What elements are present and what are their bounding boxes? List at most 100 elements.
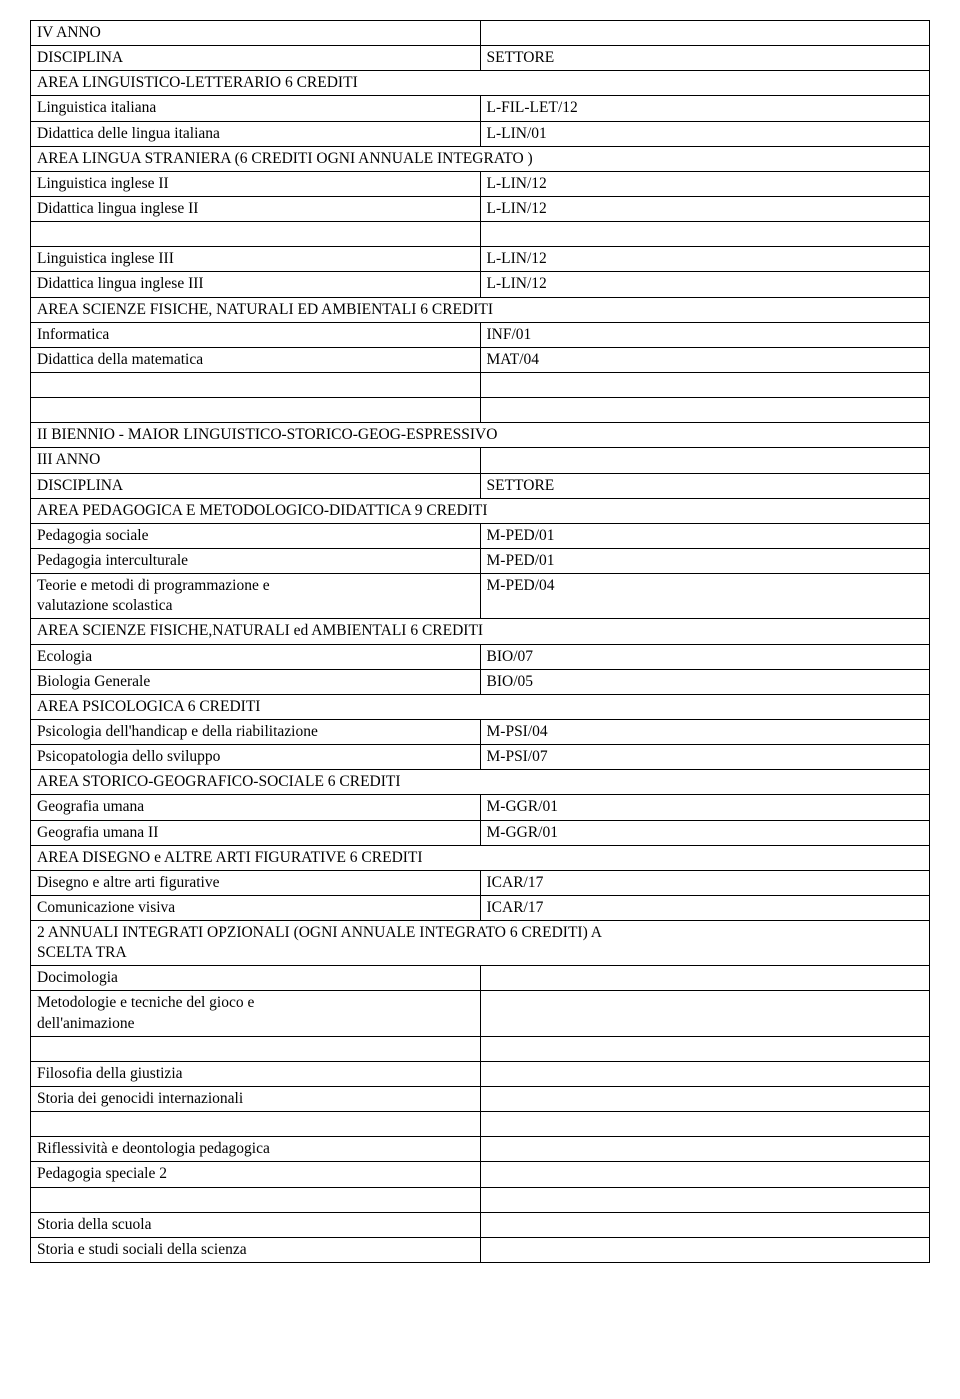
cell-disciplina: Pedagogia interculturale — [31, 548, 481, 573]
cell-settore: M-PSI/07 — [480, 745, 930, 770]
cell-disciplina — [31, 1036, 481, 1061]
cell-settore: SETTORE — [480, 473, 930, 498]
cell-disciplina: Filosofia della giustizia — [31, 1061, 481, 1086]
table-row: Storia della scuola — [31, 1212, 930, 1237]
table-row: Didattica lingua inglese IIL-LIN/12 — [31, 196, 930, 221]
cell-settore: L-LIN/12 — [480, 272, 930, 297]
table-row: AREA LINGUA STRANIERA (6 CREDITI OGNI AN… — [31, 146, 930, 171]
table-row: Linguistica inglese IIL-LIN/12 — [31, 171, 930, 196]
cell-settore — [480, 1087, 930, 1112]
cell-settore — [480, 1112, 930, 1137]
table-row: Geografia umanaM-GGR/01 — [31, 795, 930, 820]
cell-settore — [480, 1212, 930, 1237]
cell-settore: M-GGR/01 — [480, 820, 930, 845]
cell-spanned: AREA LINGUA STRANIERA (6 CREDITI OGNI AN… — [31, 146, 930, 171]
cell-settore — [480, 991, 930, 1036]
cell-spanned: AREA DISEGNO e ALTRE ARTI FIGURATIVE 6 C… — [31, 845, 930, 870]
cell-spanned: AREA STORICO-GEOGRAFICO-SOCIALE 6 CREDIT… — [31, 770, 930, 795]
cell-settore: BIO/05 — [480, 669, 930, 694]
table-body: IV ANNO DISCIPLINASETTOREAREA LINGUISTIC… — [31, 21, 930, 1263]
cell-settore — [480, 222, 930, 247]
cell-disciplina: Didattica delle lingua italiana — [31, 121, 481, 146]
table-row — [31, 1187, 930, 1212]
cell-settore — [480, 1162, 930, 1187]
table-row: AREA PSICOLOGICA 6 CREDITI — [31, 694, 930, 719]
table-row: Storia dei genocidi internazionali — [31, 1087, 930, 1112]
table-row: Pedagogia socialeM-PED/01 — [31, 523, 930, 548]
cell-settore — [480, 966, 930, 991]
table-row: Disegno e altre arti figurativeICAR/17 — [31, 870, 930, 895]
cell-disciplina: Psicologia dell'handicap e della riabili… — [31, 719, 481, 744]
table-row — [31, 372, 930, 397]
table-row — [31, 1112, 930, 1137]
cell-disciplina: Didattica lingua inglese III — [31, 272, 481, 297]
cell-settore: M-PED/01 — [480, 548, 930, 573]
cell-settore: L-FIL-LET/12 — [480, 96, 930, 121]
cell-disciplina: Storia dei genocidi internazionali — [31, 1087, 481, 1112]
cell-settore: MAT/04 — [480, 347, 930, 372]
cell-spanned: AREA LINGUISTICO-LETTERARIO 6 CREDITI — [31, 71, 930, 96]
cell-settore: ICAR/17 — [480, 870, 930, 895]
table-row: Pedagogia speciale 2 — [31, 1162, 930, 1187]
cell-spanned: AREA SCIENZE FISICHE, NATURALI ED AMBIEN… — [31, 297, 930, 322]
cell-settore — [480, 1061, 930, 1086]
cell-disciplina: DISCIPLINA — [31, 473, 481, 498]
table-row: Teorie e metodi di programmazione evalut… — [31, 574, 930, 619]
table-row: AREA LINGUISTICO-LETTERARIO 6 CREDITI — [31, 71, 930, 96]
cell-settore: M-PSI/04 — [480, 719, 930, 744]
table-row: AREA DISEGNO e ALTRE ARTI FIGURATIVE 6 C… — [31, 845, 930, 870]
table-row: Filosofia della giustizia — [31, 1061, 930, 1086]
table-row: DISCIPLINASETTORE — [31, 46, 930, 71]
table-row: DISCIPLINASETTORE — [31, 473, 930, 498]
cell-settore — [480, 21, 930, 46]
table-row — [31, 222, 930, 247]
table-row: Psicologia dell'handicap e della riabili… — [31, 719, 930, 744]
cell-disciplina — [31, 1112, 481, 1137]
table-row — [31, 398, 930, 423]
cell-settore — [480, 1036, 930, 1061]
table-row: Pedagogia interculturaleM-PED/01 — [31, 548, 930, 573]
cell-disciplina: Pedagogia sociale — [31, 523, 481, 548]
cell-disciplina: Docimologia — [31, 966, 481, 991]
cell-settore: M-GGR/01 — [480, 795, 930, 820]
table-row: Linguistica italianaL-FIL-LET/12 — [31, 96, 930, 121]
cell-disciplina — [31, 222, 481, 247]
cell-settore — [480, 1237, 930, 1262]
cell-settore: M-PED/01 — [480, 523, 930, 548]
table-row: Comunicazione visivaICAR/17 — [31, 895, 930, 920]
cell-disciplina: Teorie e metodi di programmazione evalut… — [31, 574, 481, 619]
cell-disciplina: Storia della scuola — [31, 1212, 481, 1237]
table-row: Didattica della matematicaMAT/04 — [31, 347, 930, 372]
cell-disciplina: Geografia umana II — [31, 820, 481, 845]
cell-disciplina: Geografia umana — [31, 795, 481, 820]
cell-spanned: AREA SCIENZE FISICHE,NATURALI ed AMBIENT… — [31, 619, 930, 644]
table-row: AREA STORICO-GEOGRAFICO-SOCIALE 6 CREDIT… — [31, 770, 930, 795]
cell-settore: BIO/07 — [480, 644, 930, 669]
cell-settore: SETTORE — [480, 46, 930, 71]
table-row: IV ANNO — [31, 21, 930, 46]
table-row: Geografia umana IIM-GGR/01 — [31, 820, 930, 845]
table-row: Linguistica inglese IIIL-LIN/12 — [31, 247, 930, 272]
cell-disciplina: IV ANNO — [31, 21, 481, 46]
cell-disciplina: Linguistica italiana — [31, 96, 481, 121]
cell-disciplina: Psicopatologia dello sviluppo — [31, 745, 481, 770]
table-row: EcologiaBIO/07 — [31, 644, 930, 669]
cell-disciplina: Biologia Generale — [31, 669, 481, 694]
cell-disciplina: Informatica — [31, 322, 481, 347]
cell-disciplina: Comunicazione visiva — [31, 895, 481, 920]
table-row: InformaticaINF/01 — [31, 322, 930, 347]
cell-disciplina: Didattica della matematica — [31, 347, 481, 372]
table-row: III ANNO — [31, 448, 930, 473]
table-row: AREA SCIENZE FISICHE, NATURALI ED AMBIEN… — [31, 297, 930, 322]
document-page: IV ANNO DISCIPLINASETTOREAREA LINGUISTIC… — [0, 0, 960, 1283]
cell-settore: L-LIN/12 — [480, 196, 930, 221]
cell-spanned: II BIENNIO - MAIOR LINGUISTICO-STORICO-G… — [31, 423, 930, 448]
cell-disciplina — [31, 1187, 481, 1212]
table-row: Docimologia — [31, 966, 930, 991]
cell-settore — [480, 398, 930, 423]
cell-spanned: 2 ANNUALI INTEGRATI OPZIONALI (OGNI ANNU… — [31, 921, 930, 966]
table-row: 2 ANNUALI INTEGRATI OPZIONALI (OGNI ANNU… — [31, 921, 930, 966]
cell-spanned: AREA PSICOLOGICA 6 CREDITI — [31, 694, 930, 719]
table-row: AREA PEDAGOGICA E METODOLOGICO-DIDATTICA… — [31, 498, 930, 523]
cell-settore: ICAR/17 — [480, 895, 930, 920]
